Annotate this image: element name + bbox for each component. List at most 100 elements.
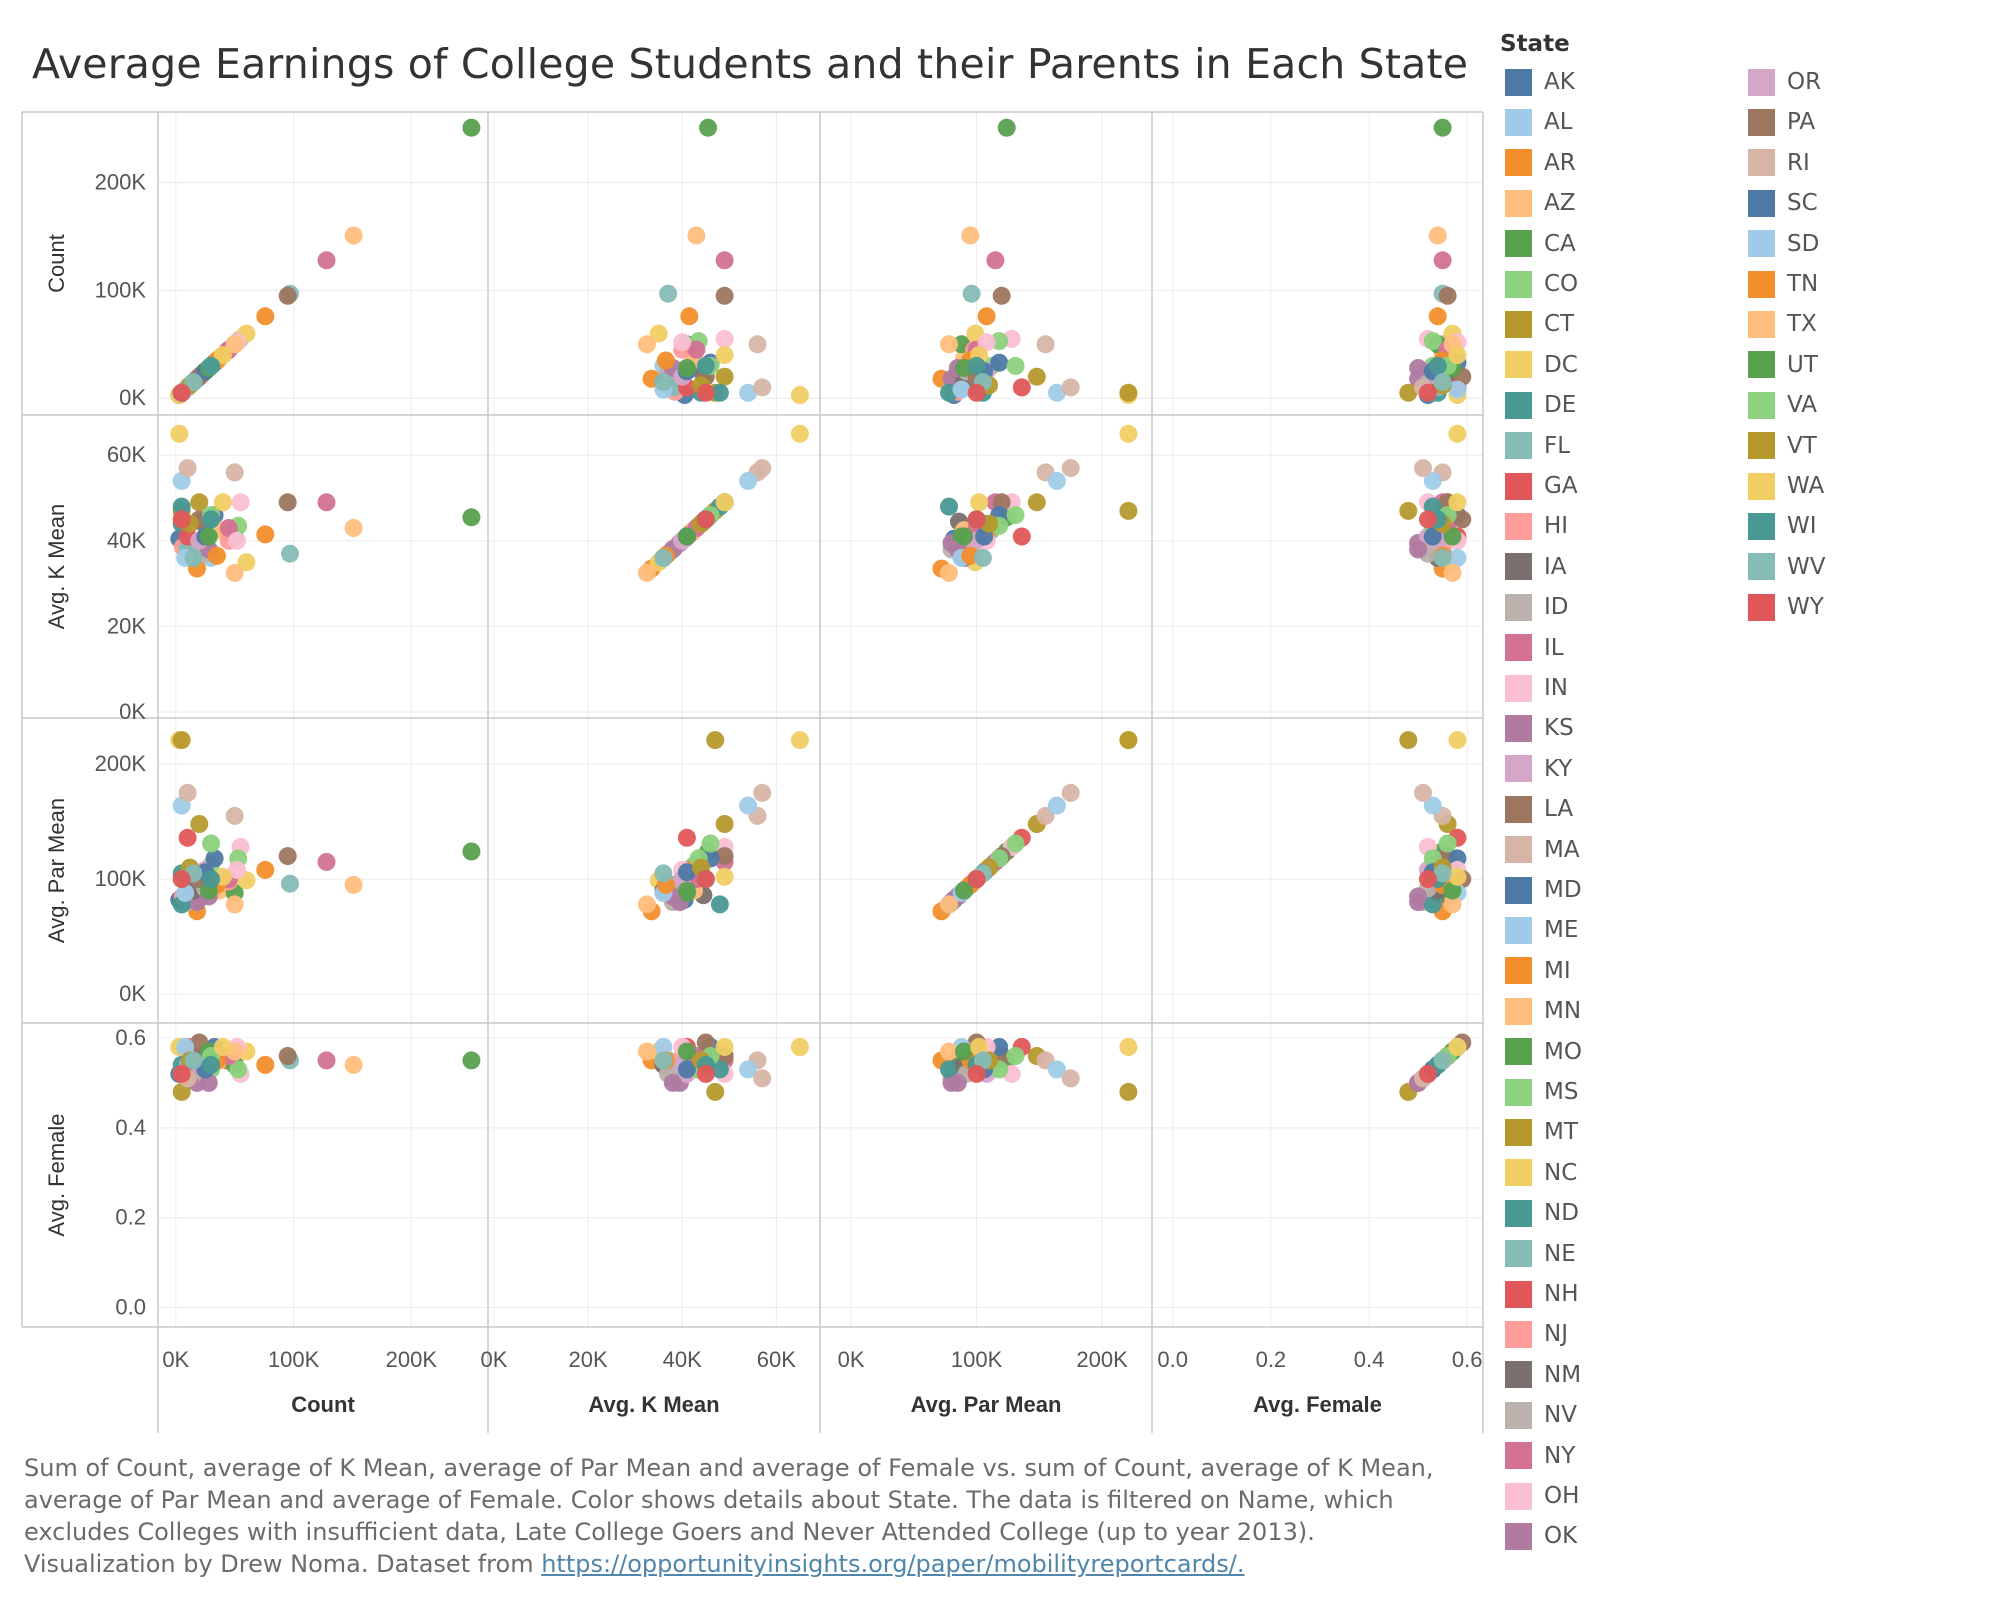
data-point-ca — [997, 118, 1016, 137]
data-point-tx — [940, 335, 958, 354]
legend-item-nc[interactable]: NC — [1505, 1158, 1577, 1188]
legend-item-id[interactable]: ID — [1505, 592, 1569, 622]
legend-item-mt[interactable]: MT — [1505, 1117, 1578, 1147]
dataset-link[interactable]: https://opportunityinsights.org/paper/mo… — [541, 1550, 1245, 1578]
data-point-ct — [715, 815, 734, 833]
data-point-oh — [673, 333, 692, 352]
data-point-sc — [1423, 527, 1442, 546]
legend-swatch — [1505, 1038, 1532, 1066]
legend-item-oh[interactable]: OH — [1505, 1481, 1579, 1511]
legend-item-sc[interactable]: SC — [1748, 188, 1818, 218]
legend-item-mo[interactable]: MO — [1505, 1037, 1582, 1067]
legend-item-md[interactable]: MD — [1505, 875, 1582, 905]
legend-item-wi[interactable]: WI — [1748, 511, 1817, 541]
data-point-tx — [225, 335, 244, 354]
legend-swatch — [1505, 1078, 1532, 1106]
data-point-wa — [715, 867, 734, 886]
legend-item-ks[interactable]: KS — [1505, 713, 1574, 743]
legend-swatch — [1748, 108, 1775, 136]
legend-item-nv[interactable]: NV — [1505, 1400, 1577, 1430]
data-point-dc — [170, 424, 189, 443]
legend-swatch — [1505, 916, 1532, 944]
legend-item-ca[interactable]: CA — [1505, 229, 1576, 259]
legend-item-ma[interactable]: MA — [1505, 835, 1580, 865]
legend-item-ak[interactable]: AK — [1505, 67, 1575, 97]
data-point-tx — [637, 1042, 656, 1061]
data-point-wv — [654, 373, 673, 392]
caption-text: Sum of Count, average of K Mean, average… — [24, 1454, 1434, 1578]
legend-item-mi[interactable]: MI — [1505, 956, 1571, 986]
legend-label: ND — [1544, 1200, 1579, 1227]
legend-item-mn[interactable]: MN — [1505, 996, 1581, 1026]
legend-swatch — [1505, 1240, 1532, 1268]
legend-item-pa[interactable]: PA — [1748, 107, 1815, 137]
legend-item-dc[interactable]: DC — [1505, 350, 1578, 380]
data-point-mi — [977, 307, 996, 326]
legend-item-ga[interactable]: GA — [1505, 471, 1578, 501]
legend-label: MN — [1544, 998, 1582, 1025]
legend-item-sd[interactable]: SD — [1748, 229, 1819, 259]
data-point-wy — [1418, 383, 1437, 402]
data-point-wy — [696, 383, 715, 402]
y-tick-label: 0.2 — [115, 1205, 146, 1230]
data-point-tx — [940, 563, 958, 582]
legend-item-ut[interactable]: UT — [1748, 350, 1818, 380]
legend-item-al[interactable]: AL — [1505, 107, 1573, 137]
x-axis-title: Avg. Par Mean — [911, 1392, 1062, 1417]
legend-item-va[interactable]: VA — [1748, 390, 1817, 420]
legend-item-or[interactable]: OR — [1748, 67, 1821, 97]
data-point-tx — [1443, 895, 1462, 914]
data-point-ok — [1409, 359, 1428, 377]
legend-item-ne[interactable]: NE — [1505, 1239, 1576, 1269]
data-point-la — [1438, 286, 1457, 305]
legend-item-wv[interactable]: WV — [1748, 552, 1825, 582]
data-point-dc — [1448, 424, 1467, 443]
legend-item-ny[interactable]: NY — [1505, 1441, 1575, 1471]
data-point-md — [990, 1038, 1009, 1056]
legend-item-fl[interactable]: FL — [1505, 431, 1570, 461]
legend-swatch — [1505, 876, 1532, 904]
legend-item-la[interactable]: LA — [1505, 794, 1573, 824]
legend-item-ri[interactable]: RI — [1748, 148, 1810, 178]
data-point-az — [344, 875, 363, 894]
legend-item-ms[interactable]: MS — [1505, 1077, 1578, 1107]
data-point-wy — [696, 510, 715, 529]
legend-item-nm[interactable]: NM — [1505, 1360, 1581, 1390]
data-point-mi — [1428, 307, 1447, 326]
legend-item-ok[interactable]: OK — [1505, 1521, 1577, 1551]
legend-item-wy[interactable]: WY — [1748, 592, 1824, 622]
data-point-nd — [940, 497, 958, 516]
legend-swatch — [1505, 1442, 1532, 1470]
legend-item-hi[interactable]: HI — [1505, 511, 1568, 541]
y-tick-label: 60K — [107, 442, 146, 467]
data-point-ut — [955, 881, 973, 900]
data-point-wi — [202, 870, 221, 889]
data-point-wa — [715, 493, 734, 512]
legend-label: TX — [1787, 311, 1817, 338]
legend-item-ct[interactable]: CT — [1505, 309, 1574, 339]
legend-item-az[interactable]: AZ — [1505, 188, 1576, 218]
legend-item-wa[interactable]: WA — [1748, 471, 1824, 501]
legend-item-nh[interactable]: NH — [1505, 1279, 1579, 1309]
legend-item-tx[interactable]: TX — [1748, 309, 1817, 339]
data-point-wv — [184, 548, 203, 567]
legend-item-ia[interactable]: IA — [1505, 552, 1567, 582]
data-point-wy — [172, 510, 191, 529]
legend-item-de[interactable]: DE — [1505, 390, 1576, 420]
legend-item-vt[interactable]: VT — [1748, 431, 1817, 461]
legend-item-nj[interactable]: NJ — [1505, 1319, 1568, 1349]
legend-item-il[interactable]: IL — [1505, 633, 1564, 663]
data-point-ny — [219, 519, 238, 537]
legend-item-in[interactable]: IN — [1505, 673, 1568, 703]
legend-item-nd[interactable]: ND — [1505, 1198, 1579, 1228]
legend-item-ar[interactable]: AR — [1505, 148, 1576, 178]
data-point-ok — [1409, 887, 1428, 906]
data-point-dc — [790, 424, 809, 443]
legend-item-me[interactable]: ME — [1505, 915, 1578, 945]
data-point-wy — [967, 870, 986, 889]
data-point-mt — [1119, 383, 1138, 402]
legend-item-ky[interactable]: KY — [1505, 754, 1572, 784]
data-point-ok — [199, 1073, 218, 1092]
legend-item-tn[interactable]: TN — [1748, 269, 1818, 299]
legend-item-co[interactable]: CO — [1505, 269, 1578, 299]
